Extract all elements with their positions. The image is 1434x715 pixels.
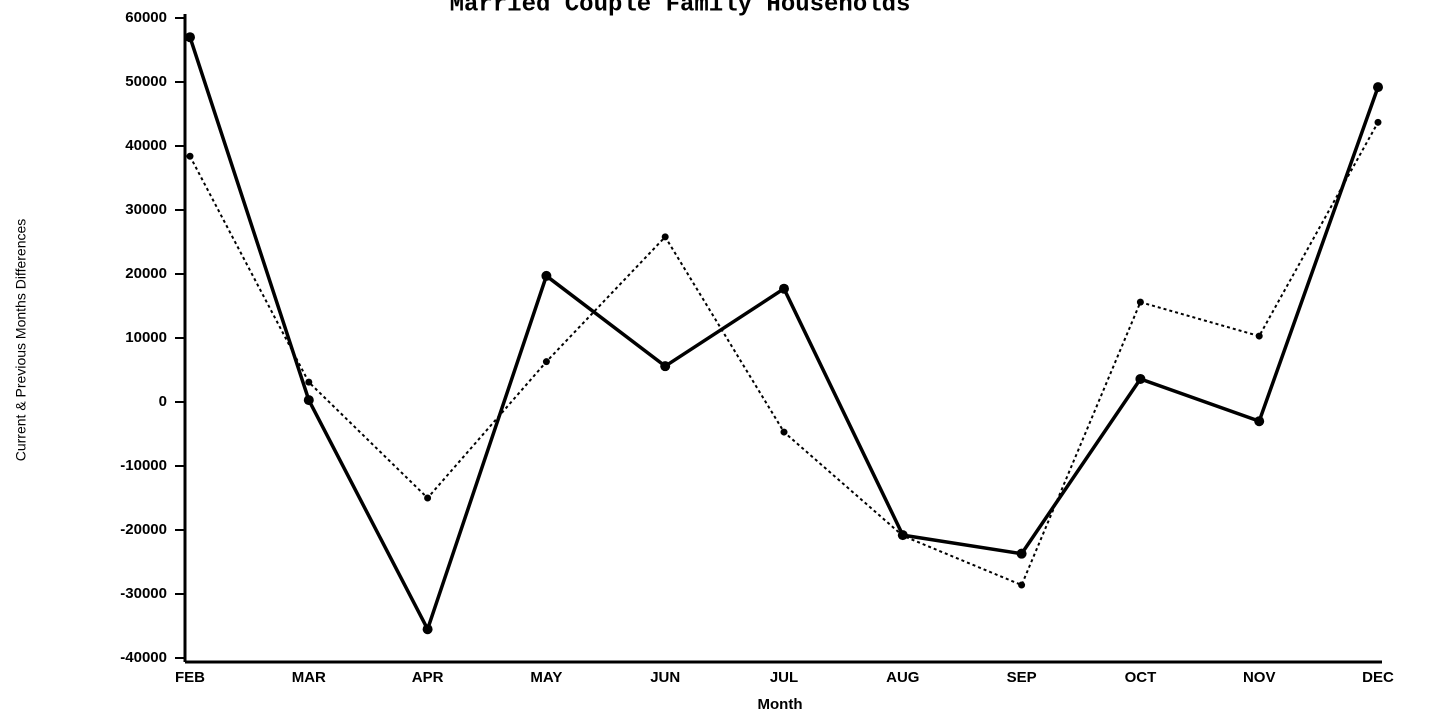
point [1018, 581, 1026, 589]
point [305, 378, 313, 386]
point [542, 358, 550, 366]
point [541, 270, 552, 281]
point [1135, 373, 1146, 384]
point [185, 32, 195, 43]
x-axis-label: Month [758, 696, 803, 713]
y-tick-label: 20000 [125, 265, 167, 282]
x-tick-label: JUN [650, 669, 680, 686]
x-tick-label: OCT [1125, 669, 1157, 686]
x-tick-label: MAY [530, 669, 562, 686]
point [1373, 82, 1383, 93]
y-tick-label: -10000 [120, 457, 167, 474]
y-tick-label: 60000 [125, 9, 167, 26]
y-axis-label: Current & Previous Months Differences [13, 219, 29, 462]
y-tick-label: -40000 [120, 649, 167, 666]
point [661, 233, 669, 241]
x-tick-label: FEB [175, 669, 205, 686]
point [780, 428, 788, 436]
y-tick-label: 10000 [125, 329, 167, 346]
point [1136, 298, 1144, 306]
series-line [188, 36, 1380, 634]
point [779, 283, 789, 294]
x-tick-label: NOV [1243, 669, 1276, 686]
y-tick-label: -30000 [120, 585, 167, 602]
y-tick-label: -20000 [120, 521, 167, 538]
x-tick-label: MAR [292, 669, 326, 686]
point [1255, 332, 1263, 340]
point [422, 624, 433, 635]
x-tick-label: SEP [1007, 669, 1037, 686]
x-tick-label: APR [412, 669, 444, 686]
point [303, 395, 314, 406]
y-tick-label: 0 [159, 393, 167, 410]
y-tick-label: 30000 [125, 201, 167, 218]
x-tick-label: AUG [886, 669, 919, 686]
point [186, 152, 194, 160]
point [899, 532, 907, 540]
point [424, 494, 432, 502]
chart-title: Married Couple Family Households [450, 0, 911, 18]
point [1254, 416, 1265, 427]
point [1374, 118, 1382, 126]
y-tick-label: 40000 [125, 137, 167, 154]
point [1016, 548, 1027, 559]
x-tick-label: DEC [1362, 669, 1394, 686]
x-tick-label: JUL [770, 669, 798, 686]
point [660, 361, 671, 372]
y-tick-label: 50000 [125, 73, 167, 90]
